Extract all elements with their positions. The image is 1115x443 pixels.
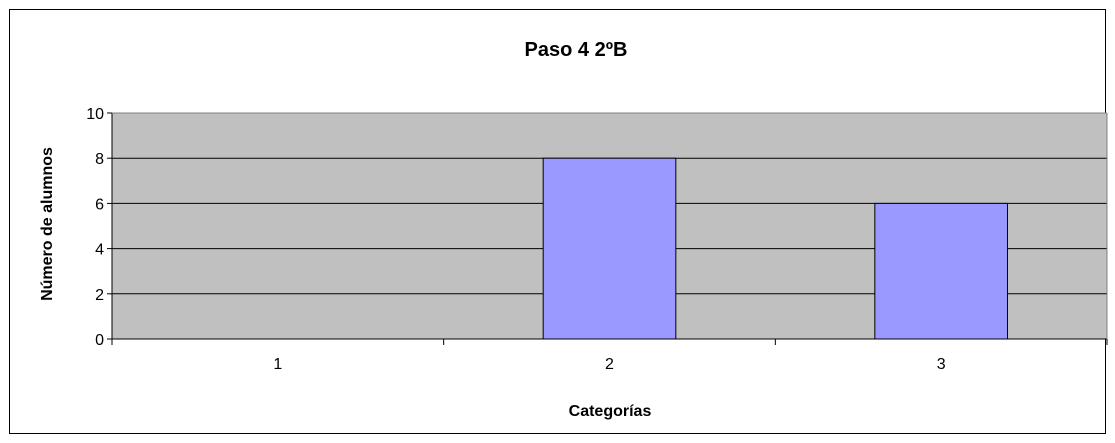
x-axis-label: Categorías bbox=[569, 403, 652, 420]
y-tick-labels: 0 2 4 6 8 10 bbox=[86, 106, 104, 349]
bar bbox=[874, 202, 1008, 340]
x-tick-label: 2 bbox=[605, 356, 614, 373]
y-tick-label: 6 bbox=[95, 196, 104, 213]
x-tick-label: 1 bbox=[273, 356, 282, 373]
y-tick-label: 10 bbox=[86, 106, 104, 123]
chart-title: Paso 4 2ºB bbox=[525, 39, 628, 61]
y-tick-label: 8 bbox=[95, 151, 104, 168]
axes bbox=[107, 112, 1108, 345]
bar bbox=[542, 157, 677, 340]
y-axis-label: Número de alumnos bbox=[39, 147, 56, 301]
y-tick-label: 0 bbox=[95, 332, 104, 349]
y-tick-label: 2 bbox=[95, 287, 104, 304]
x-tick-label: 3 bbox=[937, 356, 946, 373]
y-tick-label: 4 bbox=[95, 242, 104, 259]
bars bbox=[542, 157, 1008, 340]
x-tick-labels: 1 2 3 bbox=[273, 356, 945, 373]
